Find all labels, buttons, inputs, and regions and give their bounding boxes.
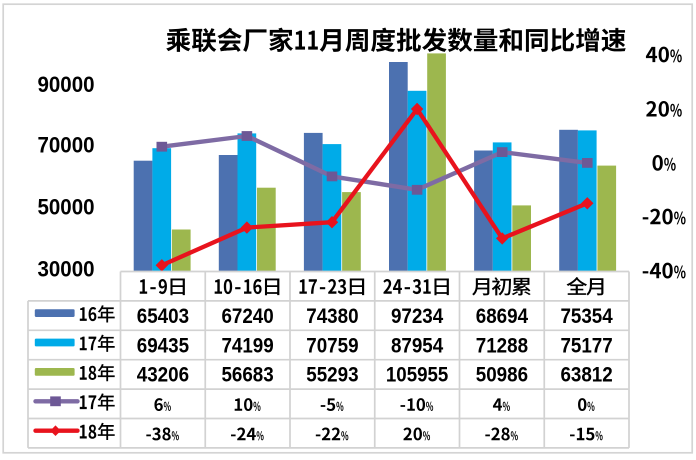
svg-text:50000: 50000: [38, 195, 95, 220]
svg-text:67240: 67240: [221, 305, 273, 328]
svg-text:71288: 71288: [476, 334, 528, 357]
svg-text:70000: 70000: [38, 133, 95, 158]
svg-text:75354: 75354: [560, 305, 613, 328]
svg-text:30000: 30000: [38, 257, 95, 282]
svg-text:56683: 56683: [221, 364, 273, 387]
svg-text:50986: 50986: [476, 364, 528, 387]
svg-text:55293: 55293: [306, 364, 358, 387]
svg-text:68694: 68694: [476, 305, 529, 328]
svg-text:105955: 105955: [386, 364, 448, 387]
svg-text:87954: 87954: [391, 334, 444, 357]
svg-text:97234: 97234: [391, 305, 444, 328]
svg-text:69435: 69435: [137, 334, 189, 357]
svg-text:75177: 75177: [560, 334, 612, 357]
svg-text:70759: 70759: [306, 334, 358, 357]
svg-text:65403: 65403: [137, 305, 189, 328]
svg-text:74380: 74380: [306, 305, 358, 328]
svg-text:63812: 63812: [560, 364, 612, 387]
svg-text:74199: 74199: [221, 334, 273, 357]
svg-text:43206: 43206: [137, 364, 189, 387]
svg-text:90000: 90000: [38, 72, 95, 97]
